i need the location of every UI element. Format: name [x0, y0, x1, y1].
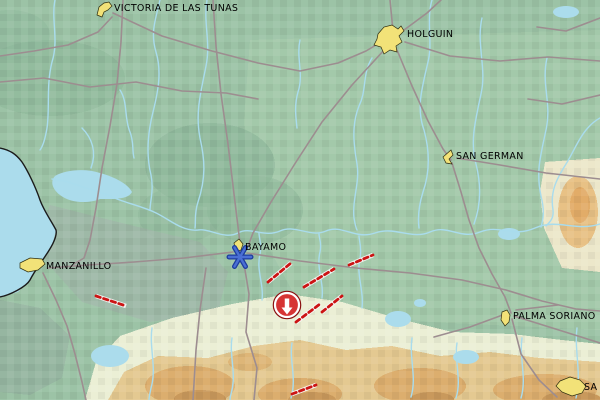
city-marker-victoria-de-las-tunas: [96, 1, 113, 18]
red-dashed-line: [320, 294, 344, 314]
city-marker-san-german: [442, 149, 454, 165]
city-marker-layer: [19, 1, 587, 397]
red-dashed-line: [294, 302, 322, 324]
red-circle-down-arrow-marker-icon[interactable]: [272, 290, 302, 320]
red-dashed-lines-layer: [94, 252, 375, 397]
red-dashed-line: [266, 261, 293, 284]
city-marker-palma-soriano: [500, 309, 511, 327]
blue-star-marker-icon: [226, 245, 254, 269]
city-marker-manzanillo: [19, 257, 46, 273]
red-dashed-line: [290, 382, 318, 397]
city-marker-holguin: [373, 24, 405, 55]
coastline: [0, 147, 57, 298]
red-dashed-line: [302, 267, 336, 289]
river-layer: [39, 0, 600, 400]
red-dashed-line: [347, 252, 375, 268]
red-dashed-line: [94, 293, 128, 309]
city-marker-santiago-cut-off: [555, 376, 587, 397]
